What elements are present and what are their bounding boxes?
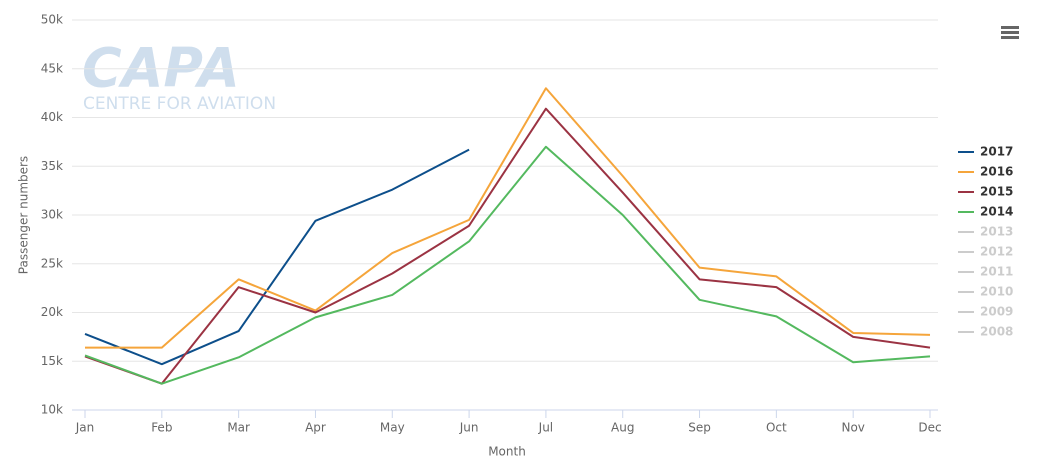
legend-item[interactable]: 2013	[958, 225, 1013, 239]
watermark-logo: CAPA	[82, 37, 240, 100]
watermark-subtitle: CENTRE FOR AVIATION	[83, 94, 276, 114]
y-axis-title: Passenger numbers	[17, 156, 31, 274]
menu-bar[interactable]	[1001, 36, 1019, 39]
legend: 2017 2016 2015 2014 2013 2012 2011 2010 2009 2008	[958, 145, 1013, 339]
y-tick-label: 20k	[41, 305, 63, 319]
x-tick-label: Jan	[75, 421, 95, 435]
x-tick-label: Jun	[459, 421, 479, 435]
legend-label[interactable]: 2014	[980, 205, 1013, 219]
legend-label[interactable]: 2015	[980, 185, 1013, 199]
y-tick-label: 30k	[41, 208, 63, 222]
x-tick-label: Jul	[538, 421, 553, 435]
legend-item[interactable]: 2016	[958, 165, 1013, 179]
x-tick-label: May	[380, 421, 405, 435]
series-line	[84, 107, 931, 385]
series-line	[85, 87, 931, 349]
legend-label[interactable]: 2012	[980, 245, 1013, 259]
y-tick-label: 50k	[41, 13, 63, 27]
x-tick-label: Oct	[766, 421, 787, 435]
legend-item[interactable]: 2012	[958, 245, 1013, 259]
x-tick-label: Nov	[841, 421, 864, 435]
series-line	[84, 148, 470, 366]
legend-item[interactable]: 2017	[958, 145, 1013, 159]
y-tick-label: 45k	[41, 61, 63, 75]
watermark: CAPA CENTRE FOR AVIATION	[82, 37, 276, 114]
legend-label[interactable]: 2013	[980, 225, 1013, 239]
legend-label[interactable]: 2016	[980, 165, 1013, 179]
legend-item[interactable]: 2008	[958, 325, 1013, 339]
legend-label[interactable]: 2011	[980, 265, 1013, 279]
y-tick-label: 35k	[41, 159, 63, 173]
menu-bar[interactable]	[1001, 31, 1019, 34]
y-tick-label: 10k	[41, 403, 63, 417]
legend-label[interactable]: 2008	[980, 325, 1013, 339]
legend-label[interactable]: 2009	[980, 305, 1013, 319]
series-line	[84, 145, 931, 385]
legend-item[interactable]: 2015	[958, 185, 1013, 199]
x-tick-label: Aug	[611, 421, 634, 435]
legend-label[interactable]: 2010	[980, 285, 1013, 299]
x-tick-label: Dec	[918, 421, 941, 435]
legend-item[interactable]: 2014	[958, 205, 1013, 219]
y-tick-label: 25k	[41, 256, 63, 270]
x-tick-label: Mar	[227, 421, 250, 435]
y-tick-label: 15k	[41, 354, 63, 368]
x-tick-label: Sep	[688, 421, 711, 435]
y-tick-label: 40k	[41, 110, 63, 124]
x-tick-label: Apr	[305, 421, 326, 435]
legend-label[interactable]: 2017	[980, 145, 1013, 159]
menu-icon[interactable]	[1001, 26, 1019, 39]
legend-item[interactable]: 2009	[958, 305, 1013, 319]
x-tick-label: Feb	[151, 421, 172, 435]
x-axis-title: Month	[488, 445, 526, 459]
menu-bar[interactable]	[1001, 26, 1019, 29]
legend-item[interactable]: 2011	[958, 265, 1013, 279]
legend-item[interactable]: 2010	[958, 285, 1013, 299]
